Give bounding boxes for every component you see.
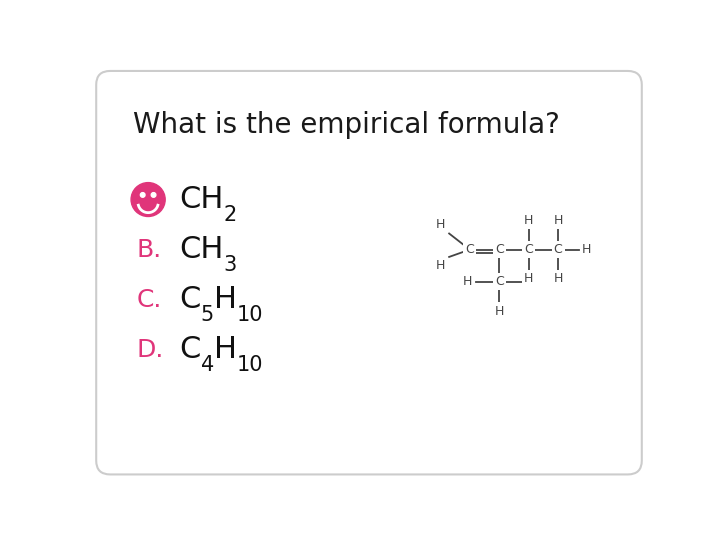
Text: H: H <box>463 275 472 288</box>
Text: C: C <box>495 243 503 256</box>
Text: 2: 2 <box>223 205 237 225</box>
FancyBboxPatch shape <box>96 71 642 475</box>
Text: C: C <box>179 285 200 314</box>
Text: H: H <box>214 285 237 314</box>
Text: H: H <box>554 272 563 286</box>
Text: 4: 4 <box>200 355 214 375</box>
Text: What is the empirical formula?: What is the empirical formula? <box>132 111 559 139</box>
Text: H: H <box>524 272 534 286</box>
Text: H: H <box>526 275 535 288</box>
Text: B.: B. <box>137 238 162 261</box>
Text: 5: 5 <box>200 305 214 325</box>
Text: 10: 10 <box>237 355 264 375</box>
Text: H: H <box>582 243 591 256</box>
Text: H: H <box>214 335 237 364</box>
Text: C: C <box>465 243 474 256</box>
Text: H: H <box>436 259 445 272</box>
Text: 3: 3 <box>223 255 237 275</box>
Text: C: C <box>524 243 533 256</box>
Text: H: H <box>524 214 534 227</box>
Text: 10: 10 <box>237 305 264 325</box>
Text: H: H <box>495 305 504 318</box>
Text: H: H <box>554 214 563 227</box>
Text: H: H <box>436 218 445 231</box>
Text: C: C <box>554 243 562 256</box>
Text: CH: CH <box>179 185 223 214</box>
Text: C.: C. <box>137 288 162 312</box>
Circle shape <box>151 193 156 197</box>
Circle shape <box>131 183 165 217</box>
Text: D.: D. <box>137 338 164 362</box>
Circle shape <box>140 193 145 197</box>
Text: C: C <box>495 275 503 288</box>
Text: C: C <box>179 335 200 364</box>
Text: CH: CH <box>179 235 223 264</box>
